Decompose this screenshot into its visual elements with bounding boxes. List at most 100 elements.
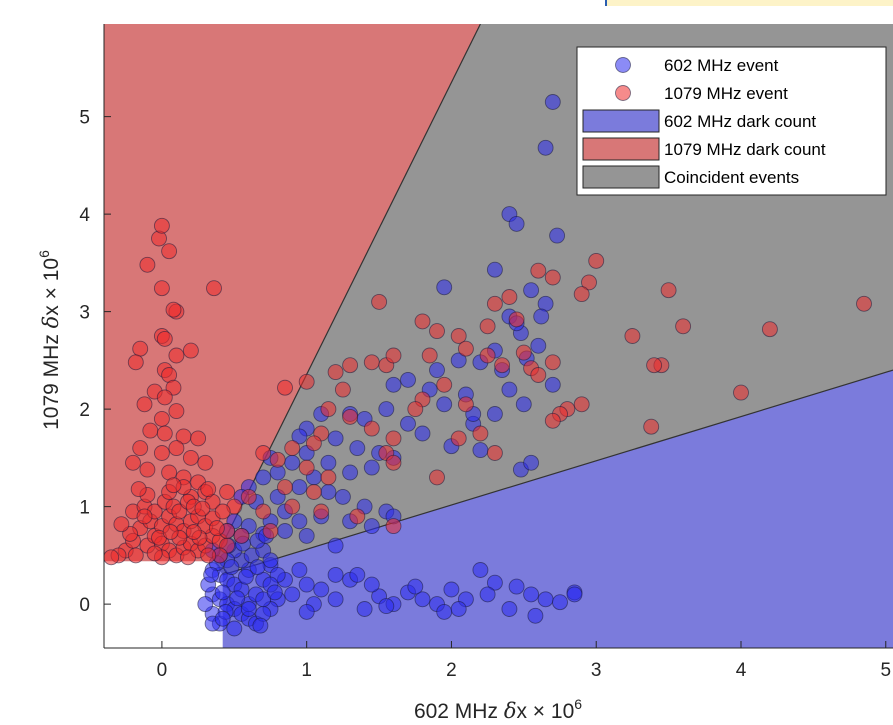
point-1079-mhz	[185, 524, 202, 540]
point-1079-mhz	[255, 445, 272, 461]
point-602-mhz	[544, 376, 561, 393]
legend-marker-red-point	[615, 85, 631, 101]
point-1079-mhz	[371, 293, 388, 310]
point-1079-mhz	[168, 347, 185, 364]
point-602-mhz	[501, 381, 518, 398]
point-1079-mhz	[240, 488, 257, 505]
y-tick-label: 1	[79, 498, 90, 519]
point-1079-mhz	[161, 243, 178, 260]
point-1079-mhz	[581, 274, 597, 291]
point-602-mhz	[566, 586, 583, 603]
point-1079-mhz	[472, 425, 489, 442]
point-1079-mhz	[168, 403, 185, 420]
point-1079-mhz	[206, 280, 222, 297]
point-1079-mhz	[530, 367, 547, 383]
point-602-mhz	[262, 552, 279, 569]
point-602-mhz	[429, 362, 445, 379]
point-1079-mhz	[168, 440, 185, 457]
y-tick-label: 3	[79, 303, 90, 324]
point-1079-mhz	[515, 344, 532, 361]
point-602-mhz	[537, 591, 554, 608]
point-1079-mhz	[660, 282, 677, 299]
point-602-mhz	[450, 352, 467, 369]
point-602-mhz	[385, 376, 402, 393]
point-1079-mhz	[132, 340, 149, 357]
axes: 0 1 2 3 4 5 0 1 2 3 4 5	[79, 24, 893, 681]
point-1079-mhz	[856, 295, 872, 312]
point-602-mhz	[443, 581, 460, 598]
point-1079-mhz	[501, 289, 518, 305]
point-602-mhz	[291, 428, 308, 445]
point-1079-mhz	[320, 401, 337, 418]
point-1079-mhz	[450, 430, 467, 447]
point-1079-mhz	[643, 418, 660, 435]
point-1079-mhz	[298, 459, 315, 476]
point-1079-mhz	[146, 545, 163, 562]
legend-swatch-blue-region	[582, 109, 660, 133]
point-602-mhz	[378, 401, 395, 418]
point-1079-mhz	[429, 323, 445, 340]
point-1079-mhz	[385, 454, 402, 471]
point-602-mhz	[255, 591, 272, 608]
point-602-mhz	[527, 607, 544, 624]
point-602-mhz	[533, 308, 550, 325]
point-602-mhz	[342, 464, 359, 481]
point-602-mhz	[327, 430, 344, 447]
point-1079-mhz	[200, 547, 217, 564]
x-tick-label: 1	[301, 660, 312, 681]
point-602-mhz	[414, 591, 431, 608]
point-602-mhz	[523, 586, 540, 603]
point-1079-mhz	[363, 354, 380, 371]
point-602-mhz	[363, 518, 380, 535]
point-602-mhz	[214, 584, 231, 601]
point-1079-mhz	[125, 454, 141, 471]
point-602-mhz	[266, 584, 283, 601]
point-602-mhz	[349, 440, 366, 457]
point-1079-mhz	[486, 295, 503, 312]
point-602-mhz	[508, 578, 525, 595]
point-1079-mhz	[233, 527, 250, 544]
point-1079-mhz	[479, 318, 496, 335]
point-1079-mhz	[494, 357, 511, 374]
point-602-mhz	[479, 586, 496, 603]
point-602-mhz	[240, 601, 257, 617]
x-tick-label: 2	[446, 660, 457, 681]
point-1079-mhz	[486, 445, 503, 461]
point-1079-mhz	[136, 396, 153, 413]
point-1079-mhz	[530, 262, 547, 279]
point-1079-mhz	[436, 376, 453, 393]
point-1079-mhz	[733, 384, 749, 401]
point-602-mhz	[450, 601, 467, 617]
point-1079-mhz	[162, 524, 179, 540]
point-602-mhz	[537, 139, 554, 156]
point-602-mhz	[229, 590, 246, 607]
point-1079-mhz	[156, 330, 173, 347]
point-602-mhz	[486, 261, 503, 278]
point-602-mhz	[252, 617, 269, 634]
point-602-mhz	[501, 601, 518, 617]
point-602-mhz	[277, 523, 293, 539]
point-602-mhz	[334, 488, 351, 505]
point-602-mhz	[226, 620, 243, 637]
point-602-mhz	[400, 371, 416, 388]
region-red	[104, 24, 481, 562]
point-602-mhz	[472, 442, 489, 459]
legend: 602 MHz event 1079 MHz event 602 MHz dark …	[576, 46, 887, 196]
point-1079-mhz	[269, 451, 286, 468]
point-1079-mhz	[165, 477, 182, 494]
point-1079-mhz	[450, 328, 467, 344]
point-1079-mhz	[139, 256, 156, 273]
point-1079-mhz	[153, 410, 170, 427]
point-602-mhz	[552, 594, 568, 611]
point-602-mhz	[320, 484, 337, 500]
point-602-mhz	[508, 215, 525, 232]
event-points	[104, 94, 872, 637]
point-1079-mhz	[624, 328, 641, 344]
point-602-mhz	[291, 513, 308, 530]
point-602-mhz	[320, 454, 337, 471]
point-1079-mhz	[182, 342, 199, 359]
point-602-mhz	[436, 603, 453, 620]
point-602-mhz	[223, 559, 240, 576]
point-1079-mhz	[457, 396, 474, 413]
